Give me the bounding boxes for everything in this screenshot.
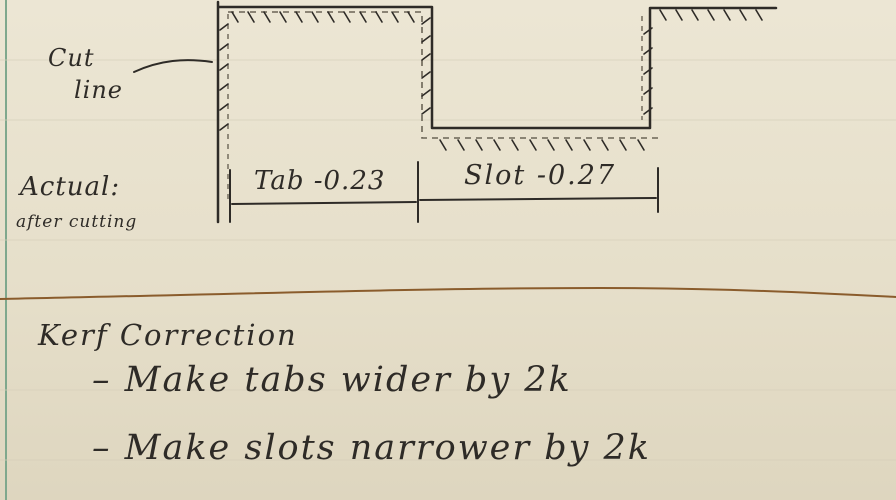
note-bullet-tabs: – Make tabs wider by 2k xyxy=(92,360,572,400)
hatching-top xyxy=(231,11,415,23)
kerf-correction-title: Kerf Correction xyxy=(38,318,298,352)
hatching-tab-right xyxy=(421,17,431,115)
hatching-slot-bottom xyxy=(439,139,645,151)
slot-measurement-label: Slot -0.27 xyxy=(464,160,617,191)
cut-line-leader xyxy=(133,59,213,73)
cut-line-profile xyxy=(216,0,778,224)
note-bullet-slots: – Make slots narrower by 2k xyxy=(92,428,652,468)
kerf-offset-line xyxy=(228,11,658,139)
hatching-right-top xyxy=(659,9,763,21)
actual-label: Actual: xyxy=(20,172,121,202)
cut-line-label-2: line xyxy=(74,76,124,104)
hatching-slot-right xyxy=(643,27,653,115)
hatching-tab-left xyxy=(219,23,229,131)
cut-line-label-1: Cut xyxy=(48,44,95,72)
tab-measurement-label: Tab -0.23 xyxy=(254,166,386,196)
measurement-lines xyxy=(229,161,659,223)
faint-grid xyxy=(0,59,896,461)
section-divider xyxy=(0,286,896,300)
after-cutting-label: after cutting xyxy=(16,212,138,232)
